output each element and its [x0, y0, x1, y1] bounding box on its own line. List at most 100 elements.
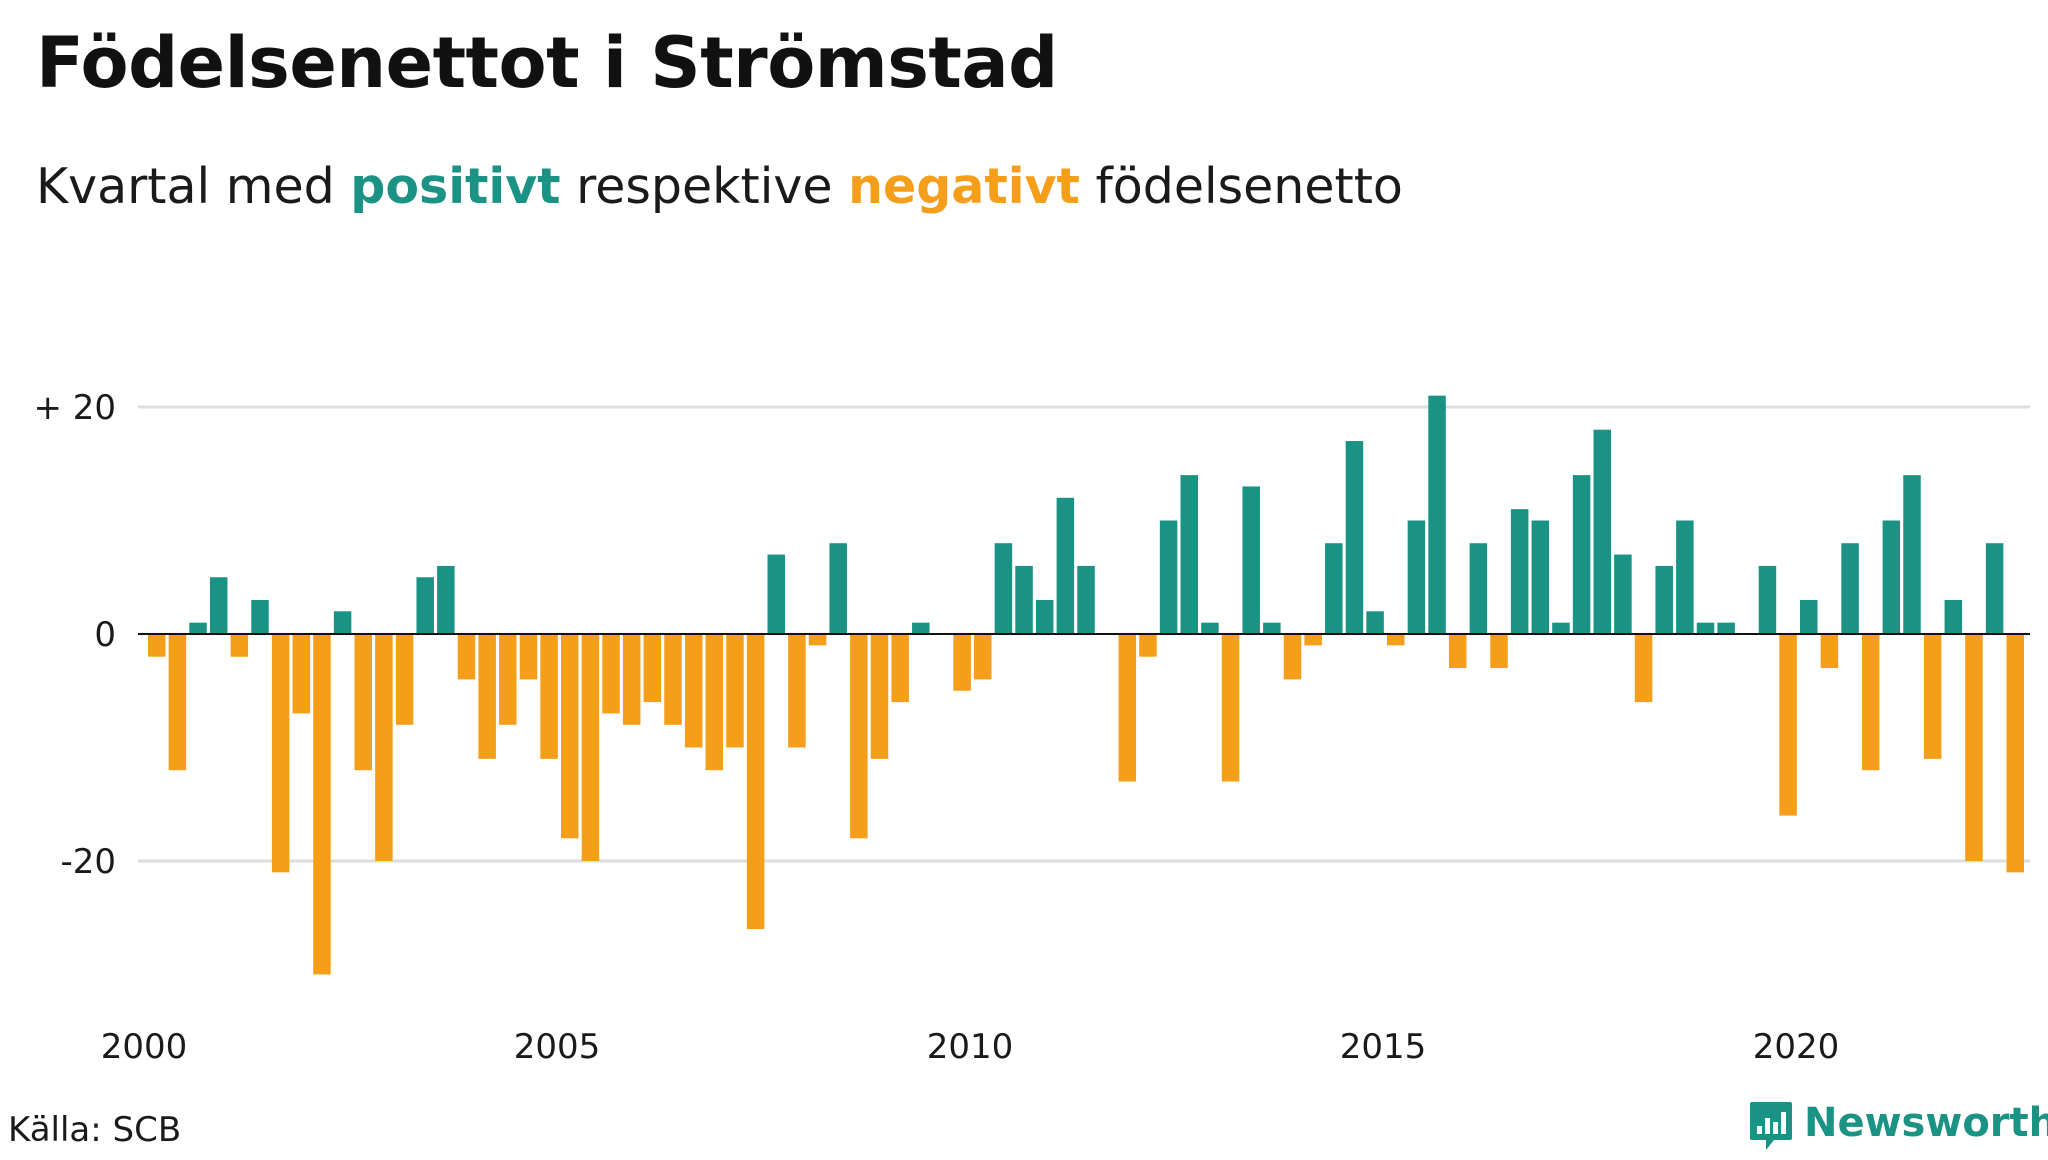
bar-negative — [1448, 634, 1467, 669]
bar-positive — [1696, 622, 1715, 634]
bar-negative — [148, 634, 166, 657]
bar-negative — [705, 634, 724, 771]
bar-positive — [1944, 599, 1963, 634]
subtitle-prefix: Kvartal med — [36, 158, 351, 215]
chart-title: Födelsenettot i Strömstad — [36, 22, 1058, 104]
bar-positive — [1242, 486, 1260, 634]
bar-positive — [1325, 543, 1343, 634]
bar-positive — [437, 565, 455, 634]
x-tick-label: 2020 — [1753, 1027, 1840, 1067]
bar-negative — [1387, 634, 1405, 646]
bar-positive — [1510, 509, 1529, 634]
bar-positive — [1614, 554, 1632, 634]
bars — [148, 395, 2024, 975]
bar-negative — [808, 634, 827, 646]
bar-positive — [994, 543, 1013, 634]
bar-positive — [829, 543, 847, 634]
subtitle-negative-word: negativt — [848, 158, 1080, 215]
gridlines — [138, 405, 2030, 863]
bar-positive — [912, 622, 930, 634]
bar-negative — [788, 634, 806, 748]
bar-positive — [1531, 520, 1550, 634]
brand-logo[interactable]: Newsworthy — [1748, 1100, 2048, 1160]
bar-positive — [1841, 543, 1859, 634]
bar-positive — [1985, 543, 2004, 634]
bar-negative — [271, 634, 290, 873]
bar-positive — [1572, 475, 1591, 634]
bar-negative — [726, 634, 744, 748]
bar-negative — [540, 634, 558, 759]
bar-negative — [499, 634, 517, 725]
bar-positive — [767, 554, 785, 634]
bar-negative — [622, 634, 641, 725]
bar-positive — [189, 622, 207, 634]
bar-positive — [1552, 622, 1570, 634]
bar-negative — [870, 634, 889, 759]
bar-negative — [643, 634, 662, 703]
bar-negative — [1304, 634, 1322, 646]
bar-positive — [1263, 622, 1281, 634]
bar-positive — [416, 577, 434, 634]
bar-negative — [602, 634, 620, 714]
brand-name: Newsworthy — [1804, 1100, 2048, 1146]
newsworthy-logo-icon — [1750, 1102, 1792, 1150]
bar-positive — [333, 611, 352, 634]
bar-positive — [1717, 622, 1735, 634]
bar-negative — [168, 634, 187, 771]
bar-positive — [251, 599, 269, 634]
bar-positive — [1180, 475, 1198, 634]
bar-negative — [1139, 634, 1157, 657]
bar-negative — [1965, 634, 1983, 861]
bar-negative — [850, 634, 868, 839]
bar-positive — [1428, 395, 1446, 634]
subtitle-positive-word: positivt — [350, 158, 561, 215]
bar-negative — [1923, 634, 1942, 759]
bar-negative — [974, 634, 992, 680]
bar-negative — [1118, 634, 1137, 782]
bar-negative — [1861, 634, 1880, 771]
bar-positive — [1655, 565, 1673, 634]
source-note: Källa: SCB — [8, 1110, 182, 1150]
bar-negative — [478, 634, 496, 759]
bar-negative — [1490, 634, 1508, 669]
bar-negative — [292, 634, 311, 714]
bar-negative — [375, 634, 393, 861]
bar-negative — [519, 634, 538, 680]
bar-positive — [1407, 520, 1426, 634]
bar-negative — [313, 634, 331, 975]
bar-negative — [1779, 634, 1797, 816]
bar-negative — [395, 634, 414, 725]
bar-negative — [457, 634, 476, 680]
bar-negative — [1820, 634, 1839, 669]
bar-positive — [1345, 441, 1364, 634]
bar-negative — [581, 634, 600, 861]
bar-negative — [664, 634, 682, 725]
subtitle-suffix: födelsenetto — [1079, 158, 1403, 215]
bar-positive — [1800, 599, 1818, 634]
y-tick-label: 0 — [94, 615, 116, 655]
y-tick-label: -20 — [60, 842, 116, 882]
bar-positive — [1758, 565, 1777, 634]
chart-subtitle: Kvartal med positivt respektive negativt… — [36, 158, 1403, 215]
bar-negative — [2006, 634, 2024, 873]
bar-positive — [1593, 429, 1611, 634]
x-tick-label: 2010 — [927, 1027, 1014, 1067]
bar-positive — [209, 577, 228, 634]
bar-positive — [1201, 622, 1219, 634]
subtitle-middle: respektive — [560, 158, 849, 215]
bar-negative — [746, 634, 765, 930]
axis-labels: + 20 0 -20 2000 2005 2010 2015 2020 — [33, 388, 1839, 1067]
bar-positive — [1159, 520, 1178, 634]
bar-positive — [1056, 497, 1075, 634]
x-tick-label: 2005 — [514, 1027, 601, 1067]
bar-negative — [1634, 634, 1653, 703]
bar-negative — [953, 634, 971, 691]
y-tick-label: + 20 — [33, 388, 116, 428]
x-tick-label: 2000 — [101, 1027, 188, 1067]
bar-positive — [1366, 611, 1384, 634]
bar-negative — [230, 634, 249, 657]
bar-positive — [1035, 599, 1054, 634]
bar-positive — [1903, 475, 1921, 634]
bar-positive — [1676, 520, 1694, 634]
